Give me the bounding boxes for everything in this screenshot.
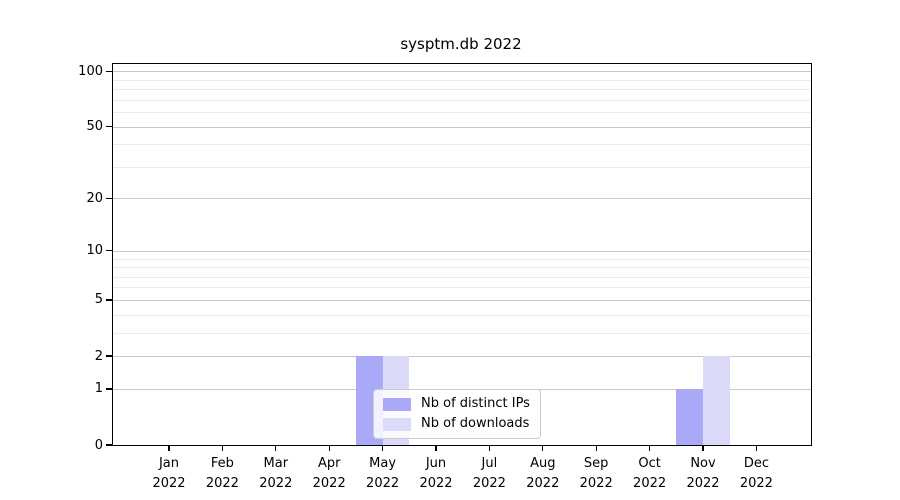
gridline-minor bbox=[113, 166, 811, 168]
y-tick-mark bbox=[106, 250, 112, 252]
gridline-minor bbox=[113, 99, 811, 101]
x-tick-label: Feb 2022 bbox=[205, 456, 239, 491]
gridline-minor bbox=[113, 287, 811, 289]
y-tick-mark bbox=[106, 197, 112, 200]
y-tick-label: 100 bbox=[78, 63, 103, 79]
y-tick-label: 1 bbox=[94, 381, 103, 397]
y-tick-mark bbox=[106, 125, 112, 128]
gridline-major bbox=[113, 356, 811, 357]
plot-area: 0 1 2 5 10 20 50 100 Jan 2022 Feb 2022 Mar 2022 Ap… bbox=[78, 63, 812, 491]
x-tick-label: Aug 2022 bbox=[526, 456, 560, 491]
gridline-minor bbox=[113, 89, 811, 90]
legend-label-downloads: Nb of downloads bbox=[421, 416, 530, 431]
legend-swatch-distinct-ips bbox=[383, 397, 411, 411]
gridline-major bbox=[113, 71, 811, 73]
x-tick-label: Sep 2022 bbox=[579, 456, 613, 491]
gridline-minor bbox=[113, 112, 811, 113]
x-tick-mark bbox=[168, 445, 170, 451]
x-tick-mark bbox=[382, 445, 384, 451]
x-tick-label: Dec 2022 bbox=[739, 456, 773, 491]
gridline-major bbox=[113, 126, 811, 128]
gridline-minor bbox=[113, 267, 811, 268]
x-tick-label: Nov 2022 bbox=[686, 456, 720, 491]
gridline-minor bbox=[113, 314, 811, 316]
gridline-minor bbox=[113, 332, 811, 334]
x-tick-mark bbox=[328, 445, 330, 451]
x-tick-mark bbox=[542, 445, 544, 451]
gridline-minor bbox=[113, 144, 811, 146]
gridline-major bbox=[113, 299, 811, 301]
x-tick-mark bbox=[702, 445, 704, 451]
y-tick-mark bbox=[106, 388, 112, 390]
legend-label-distinct-ips: Nb of distinct IPs bbox=[421, 396, 530, 411]
x-tick-label: May 2022 bbox=[366, 456, 400, 491]
chart-title: sysptm.db 2022 bbox=[400, 35, 522, 53]
x-tick-label: Jul 2022 bbox=[472, 456, 506, 491]
y-tick-label: 10 bbox=[86, 243, 103, 259]
gridline-major bbox=[113, 198, 811, 200]
x-tick-label: Jan 2022 bbox=[152, 456, 186, 491]
legend-entry-downloads: Nb of downloads bbox=[383, 417, 530, 431]
bar-distinct-ips-nov bbox=[676, 388, 703, 445]
x-tick-mark bbox=[435, 445, 437, 451]
y-tick-mark bbox=[106, 70, 112, 72]
x-tick-label: Oct 2022 bbox=[633, 456, 667, 491]
x-tick-mark bbox=[221, 445, 224, 451]
legend: Nb of distinct IPs Nb of downloads bbox=[373, 389, 541, 439]
x-tick-mark bbox=[275, 445, 277, 451]
y-tick-mark bbox=[106, 299, 112, 301]
x-tick-mark bbox=[648, 445, 651, 451]
bar-downloads-nov bbox=[703, 356, 730, 445]
gridline-minor bbox=[113, 79, 811, 81]
x-tick-mark bbox=[595, 445, 597, 451]
x-tick-label: Jun 2022 bbox=[419, 456, 453, 491]
y-tick-label: 0 bbox=[94, 437, 103, 453]
legend-swatch-downloads bbox=[383, 417, 411, 431]
y-tick-mark bbox=[106, 444, 112, 446]
y-tick-label: 20 bbox=[86, 190, 103, 206]
y-tick-mark bbox=[106, 355, 112, 357]
x-tick-label: Mar 2022 bbox=[259, 456, 293, 491]
x-tick-label: Apr 2022 bbox=[312, 456, 346, 491]
x-tick-mark bbox=[488, 445, 491, 451]
x-tick-mark bbox=[755, 445, 758, 451]
gridline-major bbox=[113, 250, 811, 252]
gridline-minor bbox=[113, 258, 811, 260]
y-tick-label: 50 bbox=[86, 119, 103, 134]
gridline-minor bbox=[113, 276, 811, 278]
legend-entry-distinct-ips: Nb of distinct IPs bbox=[383, 397, 530, 411]
y-tick-label: 2 bbox=[94, 348, 103, 364]
y-tick-label: 5 bbox=[94, 292, 103, 308]
